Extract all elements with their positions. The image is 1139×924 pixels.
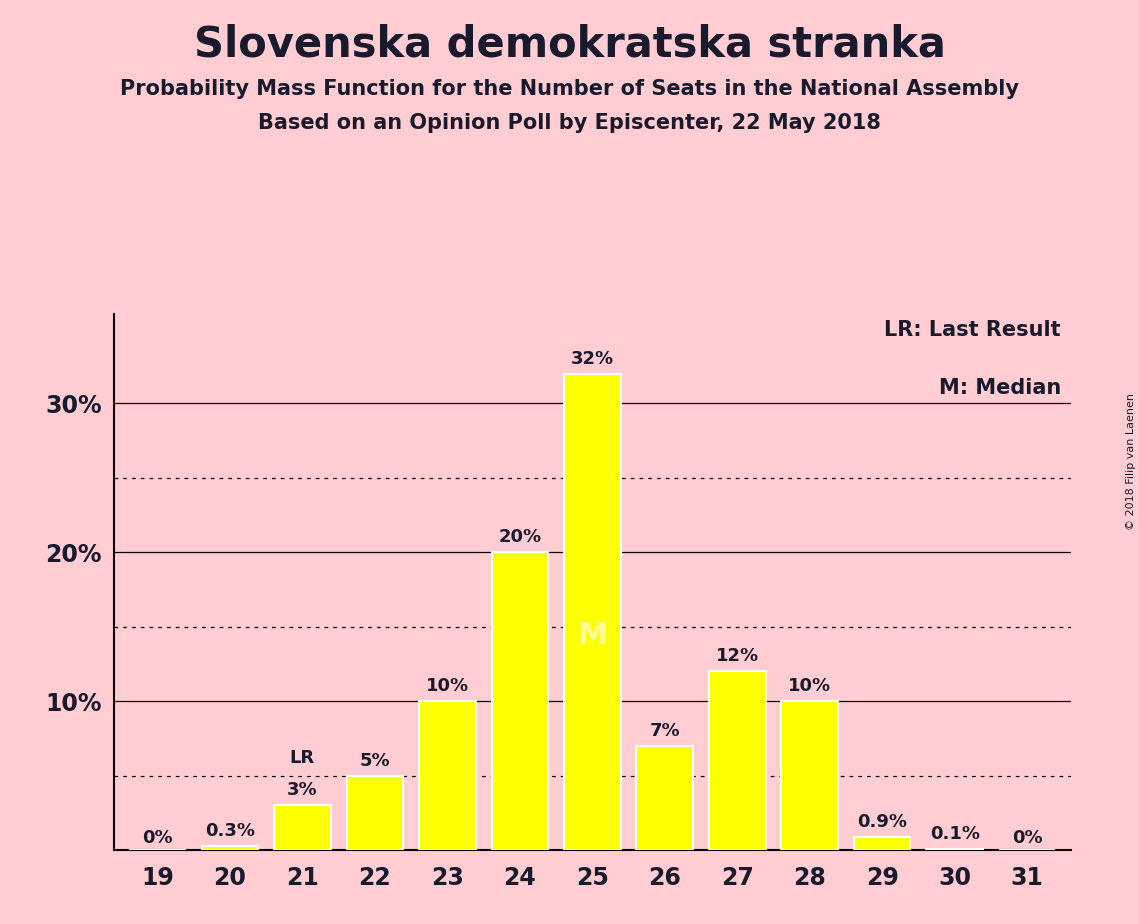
Bar [274, 806, 330, 850]
Text: Slovenska demokratska stranka: Slovenska demokratska stranka [194, 23, 945, 65]
Text: © 2018 Filip van Laenen: © 2018 Filip van Laenen [1126, 394, 1136, 530]
Text: 32%: 32% [571, 350, 614, 368]
Bar [781, 701, 838, 850]
Bar [492, 553, 548, 850]
Text: 0.3%: 0.3% [205, 821, 255, 840]
Text: M: M [577, 621, 607, 650]
Text: 7%: 7% [649, 722, 680, 740]
Text: 3%: 3% [287, 782, 318, 799]
Text: Based on an Opinion Poll by Episcenter, 22 May 2018: Based on an Opinion Poll by Episcenter, … [259, 113, 880, 133]
Text: 12%: 12% [715, 648, 759, 665]
Text: LR: Last Result: LR: Last Result [885, 320, 1062, 339]
Text: 20%: 20% [498, 529, 541, 546]
Text: M: Median: M: Median [939, 379, 1062, 398]
Text: 10%: 10% [426, 677, 469, 695]
Text: 5%: 5% [360, 752, 391, 770]
Bar [564, 373, 621, 850]
Bar [346, 775, 403, 850]
Text: 10%: 10% [788, 677, 831, 695]
Text: 0.1%: 0.1% [929, 824, 980, 843]
Bar [708, 672, 765, 850]
Text: 0%: 0% [1011, 829, 1042, 847]
Bar [854, 837, 910, 850]
Bar [419, 701, 476, 850]
Text: 0.9%: 0.9% [858, 813, 907, 831]
Text: LR: LR [289, 748, 314, 767]
Text: 0%: 0% [142, 829, 173, 847]
Bar [637, 746, 693, 850]
Bar [926, 848, 983, 850]
Text: Probability Mass Function for the Number of Seats in the National Assembly: Probability Mass Function for the Number… [120, 79, 1019, 99]
Bar [202, 845, 259, 850]
